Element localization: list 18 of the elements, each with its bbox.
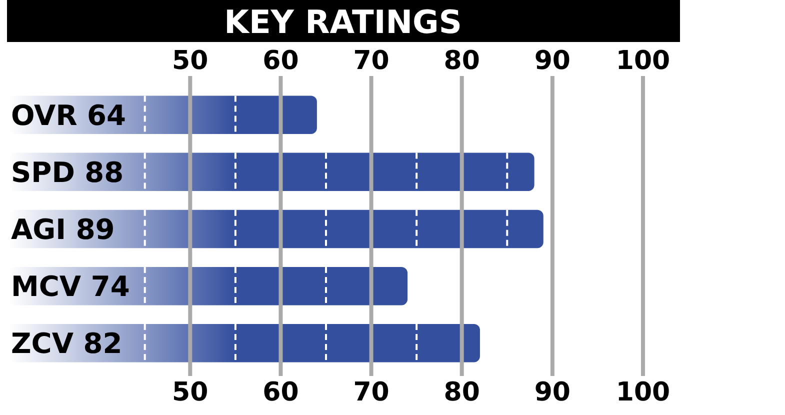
y-tick-label: ZCV 82 [11,327,122,360]
y-tick-label: MCV 74 [11,270,130,304]
y-tick-label: SPD 88 [11,156,124,189]
x-tick-label: 70 [353,377,390,408]
x2-tick-label: 70 [353,46,390,76]
x2-tick-label: 100 [616,46,670,76]
x-tick-label: 100 [616,377,670,408]
x2-tick-label: 50 [172,46,208,76]
x-tick-label: 90 [534,377,571,408]
chart-title: KEY RATINGS [224,3,462,41]
y-tick-label: OVR 64 [11,98,126,132]
y-tick-label: AGI 89 [11,213,115,246]
x2-tick-label: 90 [534,46,571,76]
x-tick-label: 50 [172,377,208,408]
x-tick-label: 80 [444,377,480,408]
x2-tick-label: 60 [262,46,299,76]
x-tick-label: 60 [262,377,299,408]
x2-tick-label: 80 [444,46,480,76]
